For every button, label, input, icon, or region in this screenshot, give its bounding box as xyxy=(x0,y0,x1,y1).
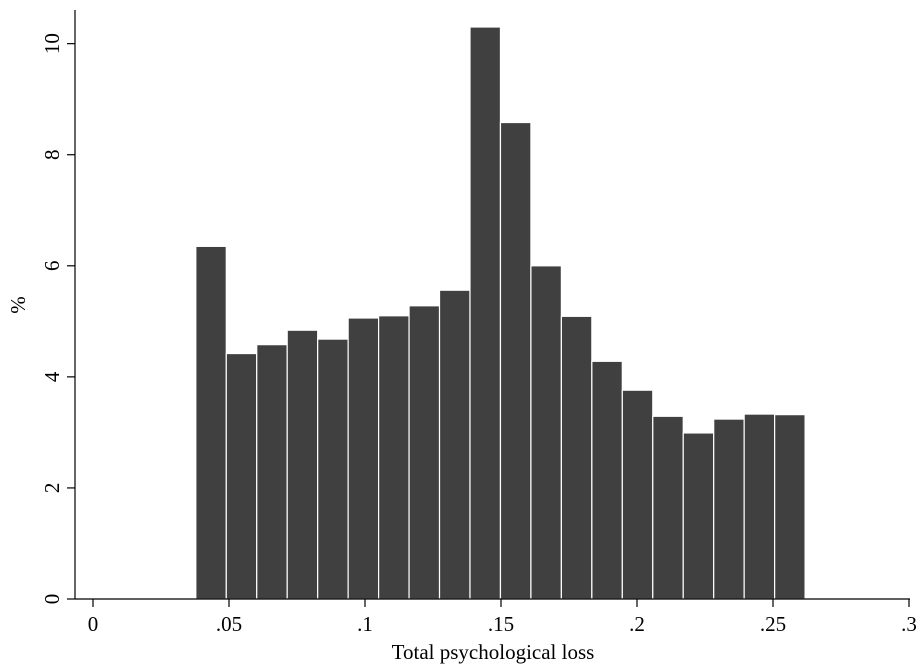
y-ticks-group: 0 2 4 6 8 10 xyxy=(40,33,75,604)
x-tick-label: .25 xyxy=(760,612,786,636)
x-tick-label: .2 xyxy=(629,612,645,636)
histogram-bar-7 xyxy=(378,315,410,600)
y-tick-label: 0 xyxy=(40,594,64,605)
histogram-bar-14 xyxy=(591,360,623,600)
x-tick-label: .15 xyxy=(488,612,514,636)
x-axis-title: Total psychological loss xyxy=(392,640,595,664)
histogram-bar-5 xyxy=(317,338,349,600)
x-tick-label: .05 xyxy=(216,612,242,636)
y-tick-label: 4 xyxy=(40,371,64,382)
histogram-bar-13 xyxy=(560,315,593,600)
y-tick-label: 2 xyxy=(40,483,64,494)
histogram-bar-12 xyxy=(530,265,562,600)
histogram-bar-8 xyxy=(408,305,441,600)
bars-group xyxy=(195,26,806,600)
histogram-bar-6 xyxy=(347,317,380,600)
histogram-bar-2 xyxy=(225,352,258,600)
histogram-bar-16 xyxy=(652,415,684,600)
x-tick-label: 0 xyxy=(88,612,99,636)
y-tick-label: 6 xyxy=(40,261,64,272)
histogram-bar-17 xyxy=(682,432,715,600)
x-tick-label: .3 xyxy=(901,612,917,636)
y-tick-label: 10 xyxy=(40,33,64,54)
histogram-bar-1 xyxy=(195,245,227,600)
y-tick-label: 8 xyxy=(40,149,64,160)
x-tick-label: .1 xyxy=(357,612,373,636)
x-ticks-group: 0 .05 .1 .15 .2 .25 .3 xyxy=(88,599,917,636)
y-axis-title: % xyxy=(6,296,30,314)
histogram-bar-3 xyxy=(256,344,288,600)
histogram-bar-9 xyxy=(438,289,471,600)
histogram-bar-10 xyxy=(469,26,502,600)
histogram-bar-19 xyxy=(743,413,776,600)
histogram-bar-4 xyxy=(286,329,319,600)
histogram-bar-20 xyxy=(774,414,806,600)
histogram-bar-11 xyxy=(499,121,532,600)
histogram-bar-18 xyxy=(713,418,745,600)
histogram-bar-15 xyxy=(621,389,654,600)
